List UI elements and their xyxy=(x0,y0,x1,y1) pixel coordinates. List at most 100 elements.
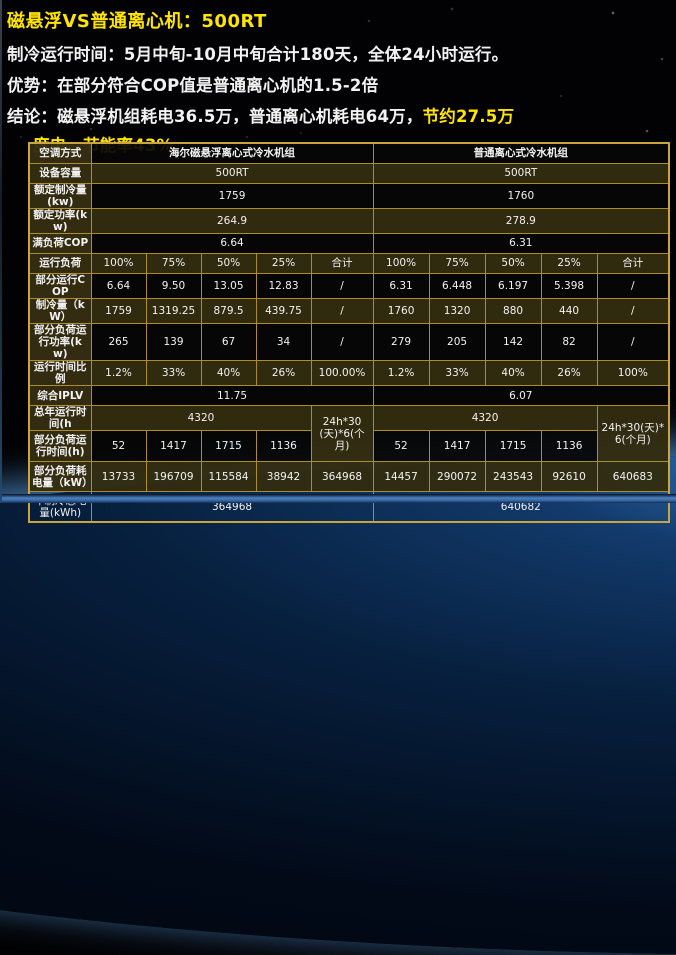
row-label-cell: 制冷量（kW） xyxy=(28,297,92,325)
row-label-cell: 总年运行时间(h xyxy=(28,405,92,432)
data-cell: 265 xyxy=(90,322,147,362)
data-cell: / xyxy=(596,297,670,325)
data-cell: 196709 xyxy=(145,461,202,493)
data-cell: 38942 xyxy=(255,461,312,493)
data-cell: 1760 xyxy=(372,182,670,209)
data-cell: 142 xyxy=(484,322,542,362)
data-cell: / xyxy=(310,272,374,299)
bottom-blue-band xyxy=(0,494,676,503)
data-cell: 440 xyxy=(540,297,598,325)
data-cell: 11.75 xyxy=(90,385,374,407)
data-cell: 264.9 xyxy=(90,207,374,234)
row-label-cell: 运行时间比例 xyxy=(28,360,92,387)
data-cell: 1417 xyxy=(428,430,486,463)
data-cell: 25% xyxy=(255,252,312,274)
data-cell: 439.75 xyxy=(255,297,312,325)
row-label-cell: 满负荷COP xyxy=(28,232,92,254)
runtime-line: 制冷运行时间：5月中旬-10月中旬合计180天，全体24小时运行。 xyxy=(7,45,509,64)
data-cell: 13733 xyxy=(90,461,147,493)
data-cell: 52 xyxy=(372,430,430,463)
table-row: 综合IPLV 11.75 6.07 xyxy=(28,385,670,407)
row-label-cell: 运行负荷 xyxy=(28,252,92,274)
table-row: 运行负荷 100% 75% 50% 25% 合计 100% 75% 50% 25% 合计 xyxy=(28,252,670,274)
data-cell: 海尔磁悬浮离心式冷水机组 xyxy=(90,142,374,164)
data-cell: 82 xyxy=(540,322,598,362)
data-cell: 1417 xyxy=(145,430,202,463)
data-cell: 24h*30(天)*6(个月) xyxy=(310,405,374,463)
table-row: 满负荷COP 6.64 6.31 xyxy=(28,232,670,254)
row-label-cell: 额定制冷量(kw) xyxy=(28,182,92,209)
data-cell: 100% xyxy=(90,252,147,274)
data-cell: 500RT xyxy=(372,162,670,184)
data-cell: 9.50 xyxy=(145,272,202,299)
data-cell: / xyxy=(596,322,670,362)
data-cell: 4320 xyxy=(372,405,598,432)
data-cell: 26% xyxy=(540,360,598,387)
data-cell: / xyxy=(310,322,374,362)
data-cell: 879.5 xyxy=(200,297,257,325)
data-cell: 合计 xyxy=(310,252,374,274)
row-label-cell: 部分负荷运行功率(kw) xyxy=(28,322,92,362)
data-cell: 364968 xyxy=(310,461,374,493)
data-cell: 50% xyxy=(484,252,542,274)
data-cell: 139 xyxy=(145,322,202,362)
table-row: 设备容量 500RT 500RT xyxy=(28,162,670,184)
data-cell: 640683 xyxy=(596,461,670,493)
data-cell: 34 xyxy=(255,322,312,362)
data-cell: 4320 xyxy=(90,405,312,432)
data-cell: 279 xyxy=(372,322,430,362)
table-row: 额定制冷量(kw) 1759 1760 xyxy=(28,182,670,209)
data-cell: 6.31 xyxy=(372,232,670,254)
data-cell: 14457 xyxy=(372,461,430,493)
row-label-cell: 部分负荷耗电量（kW） xyxy=(28,461,92,493)
data-cell: 13.05 xyxy=(200,272,257,299)
conclusion-white-text: 结论：磁悬浮机组耗电36.5万，普通离心机耗电64万， xyxy=(7,107,423,126)
table-row: 部分负荷运行功率(kw) 265 139 67 34/279 205 142 82/ xyxy=(28,322,670,362)
row-label-cell: 部分负荷运行时间(h) xyxy=(28,430,92,463)
data-cell: 1715 xyxy=(484,430,542,463)
row-label-cell: 设备容量 xyxy=(28,162,92,184)
data-cell: 1715 xyxy=(200,430,257,463)
data-cell: 1320 xyxy=(428,297,486,325)
data-cell: 1760 xyxy=(372,297,430,325)
data-cell: 500RT xyxy=(90,162,374,184)
data-cell: 6.197 xyxy=(484,272,542,299)
data-cell: 24h*30(天)*6(个月) xyxy=(596,405,670,463)
table-row: 部分运行COP 6.64 9.50 13.05 12.83/6.31 6.448 6.197… xyxy=(28,272,670,299)
table-row: 额定功率(kw) 264.9 278.9 xyxy=(28,207,670,234)
data-cell: 1.2% xyxy=(372,360,430,387)
data-cell: 合计 xyxy=(596,252,670,274)
data-cell: 205 xyxy=(428,322,486,362)
advantage-line: 优势：在部分符合COP值是普通离心机的1.5-2倍 xyxy=(7,76,379,95)
data-cell: 278.9 xyxy=(372,207,670,234)
savings-highlight: 节约27.5万 xyxy=(422,107,515,126)
row-label-cell: 额定功率(kw) xyxy=(28,207,92,234)
data-cell: 100% xyxy=(596,360,670,387)
table-row: 总年运行时间(h 4320 24h*30(天)*6(个月) 4320 24h*30(天)… xyxy=(28,405,670,463)
data-cell: 40% xyxy=(484,360,542,387)
conclusion-line: 结论：磁悬浮机组耗电36.5万，普通离心机耗电64万，节约27.5万 xyxy=(7,103,670,127)
data-cell: 1759 xyxy=(90,297,147,325)
comparison-table-body: 空调方式 海尔磁悬浮离心式冷水机组 普通离心式冷水机组 设备容量 500RT 500RT 额… xyxy=(28,142,670,523)
data-cell: 1319.25 xyxy=(145,297,202,325)
data-cell: 50% xyxy=(200,252,257,274)
data-cell: 1136 xyxy=(255,430,312,463)
data-cell: / xyxy=(596,272,670,299)
data-cell: 1759 xyxy=(90,182,374,209)
data-cell: 25% xyxy=(540,252,598,274)
data-cell: 100.00% xyxy=(310,360,374,387)
data-cell: 290072 xyxy=(428,461,486,493)
data-cell: 33% xyxy=(428,360,486,387)
data-cell: 26% xyxy=(255,360,312,387)
data-cell: 67 xyxy=(200,322,257,362)
table-row: 部分负荷耗电量（kW） 13733 196709 115584 38942 364968 1… xyxy=(28,461,670,493)
data-cell: 75% xyxy=(145,252,202,274)
data-cell: 普通离心式冷水机组 xyxy=(372,142,670,164)
data-cell: 880 xyxy=(484,297,542,325)
row-label-cell: 部分运行COP xyxy=(28,272,92,299)
table-row: 部分负荷运行时间(h) 52 1417 1715 1136 52 1417 1715 1136 xyxy=(28,430,669,463)
data-cell: 92610 xyxy=(540,461,598,493)
row-label-cell: 空调方式 xyxy=(28,142,92,164)
data-cell: 5.398 xyxy=(540,272,598,299)
data-cell: 243543 xyxy=(484,461,542,493)
